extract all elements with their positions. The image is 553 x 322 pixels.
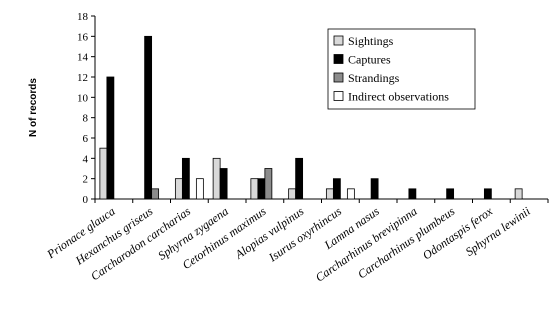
y-tick-label: 10 <box>77 92 89 104</box>
bar-captures <box>295 157 304 200</box>
legend-label: Indirect observations <box>348 90 449 104</box>
bar-captures <box>370 178 379 200</box>
bar-captures <box>257 178 266 200</box>
y-tick-label: 6 <box>83 133 89 145</box>
bar-captures <box>446 188 455 200</box>
legend: Sightings Captures Strandings Indirect obse… <box>327 28 476 110</box>
y-tick-label: 16 <box>77 31 89 43</box>
y-tick-label: 4 <box>83 153 89 165</box>
legend-label: Strandings <box>348 71 400 85</box>
y-tick-label: 18 <box>77 11 89 23</box>
y-tick-label: 8 <box>83 113 89 125</box>
legend-label: Captures <box>348 53 391 67</box>
bar-indirect-observations <box>195 178 204 200</box>
bar-captures <box>144 35 153 200</box>
bar-captures <box>408 188 417 200</box>
bar-captures <box>219 168 228 200</box>
legend-swatch <box>333 35 344 46</box>
y-tick-label: 0 <box>83 194 89 206</box>
bar-captures <box>483 188 492 200</box>
bar-captures <box>106 76 115 200</box>
y-tick-label: 2 <box>83 174 89 186</box>
bar-strandings <box>264 168 273 200</box>
bar-sightings <box>514 188 523 200</box>
bar-sightings <box>99 147 108 200</box>
legend-swatch <box>333 54 344 64</box>
y-tick-label: 14 <box>77 52 89 64</box>
legend-swatch <box>333 91 344 101</box>
bar-indirect-observations <box>346 188 355 200</box>
bar-captures <box>332 178 341 200</box>
bar-strandings <box>151 188 160 200</box>
bar-sightings <box>174 178 183 200</box>
x-category-label: Sphyrna lewinii <box>463 204 533 259</box>
y-axis-label: N of records <box>28 78 39 137</box>
legend-swatch <box>333 72 344 83</box>
bar-captures <box>181 157 190 200</box>
axes: 0 2 4 6 8 10 12 14 16 18 <box>77 11 549 206</box>
bars <box>99 35 523 200</box>
legend-label: Sightings <box>348 34 394 48</box>
bar-sightings <box>250 178 259 200</box>
bar-sightings <box>288 188 297 200</box>
legend-box <box>327 28 476 110</box>
bar-sightings <box>325 188 334 200</box>
bar-sightings <box>212 157 221 200</box>
y-tick-label: 12 <box>77 72 88 84</box>
